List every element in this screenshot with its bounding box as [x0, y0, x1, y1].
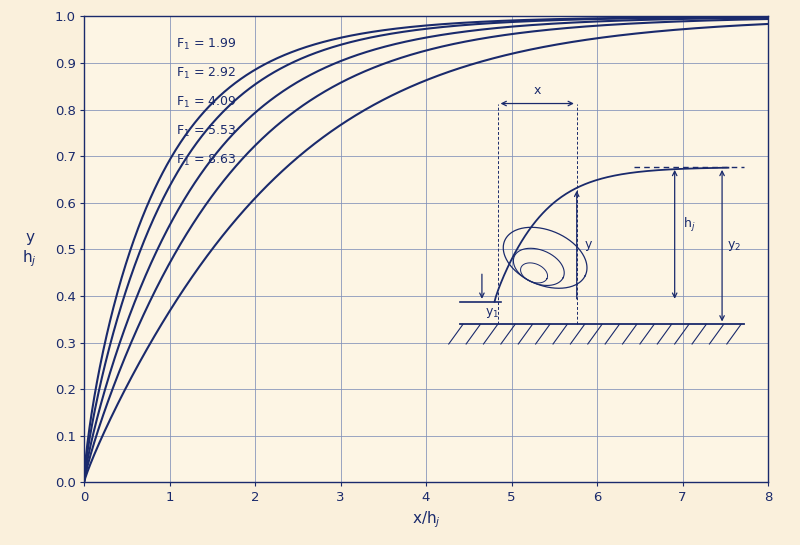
Text: y$_1$: y$_1$: [485, 306, 499, 320]
Text: F$_1$ = 4.09: F$_1$ = 4.09: [176, 95, 237, 110]
Text: h$_j$: h$_j$: [682, 216, 695, 234]
Text: y: y: [585, 238, 592, 251]
Text: F$_1$ = 2.92: F$_1$ = 2.92: [176, 66, 236, 81]
Y-axis label: y
h$_j$: y h$_j$: [22, 230, 37, 269]
X-axis label: x/h$_j$: x/h$_j$: [411, 509, 441, 530]
Text: F$_1$ = 1.99: F$_1$ = 1.99: [176, 37, 237, 52]
Text: x: x: [534, 84, 541, 98]
Text: F$_1$ = 8.63: F$_1$ = 8.63: [176, 153, 237, 168]
Text: y$_2$: y$_2$: [727, 239, 741, 253]
Text: F$_1$ = 5.53: F$_1$ = 5.53: [176, 124, 237, 139]
